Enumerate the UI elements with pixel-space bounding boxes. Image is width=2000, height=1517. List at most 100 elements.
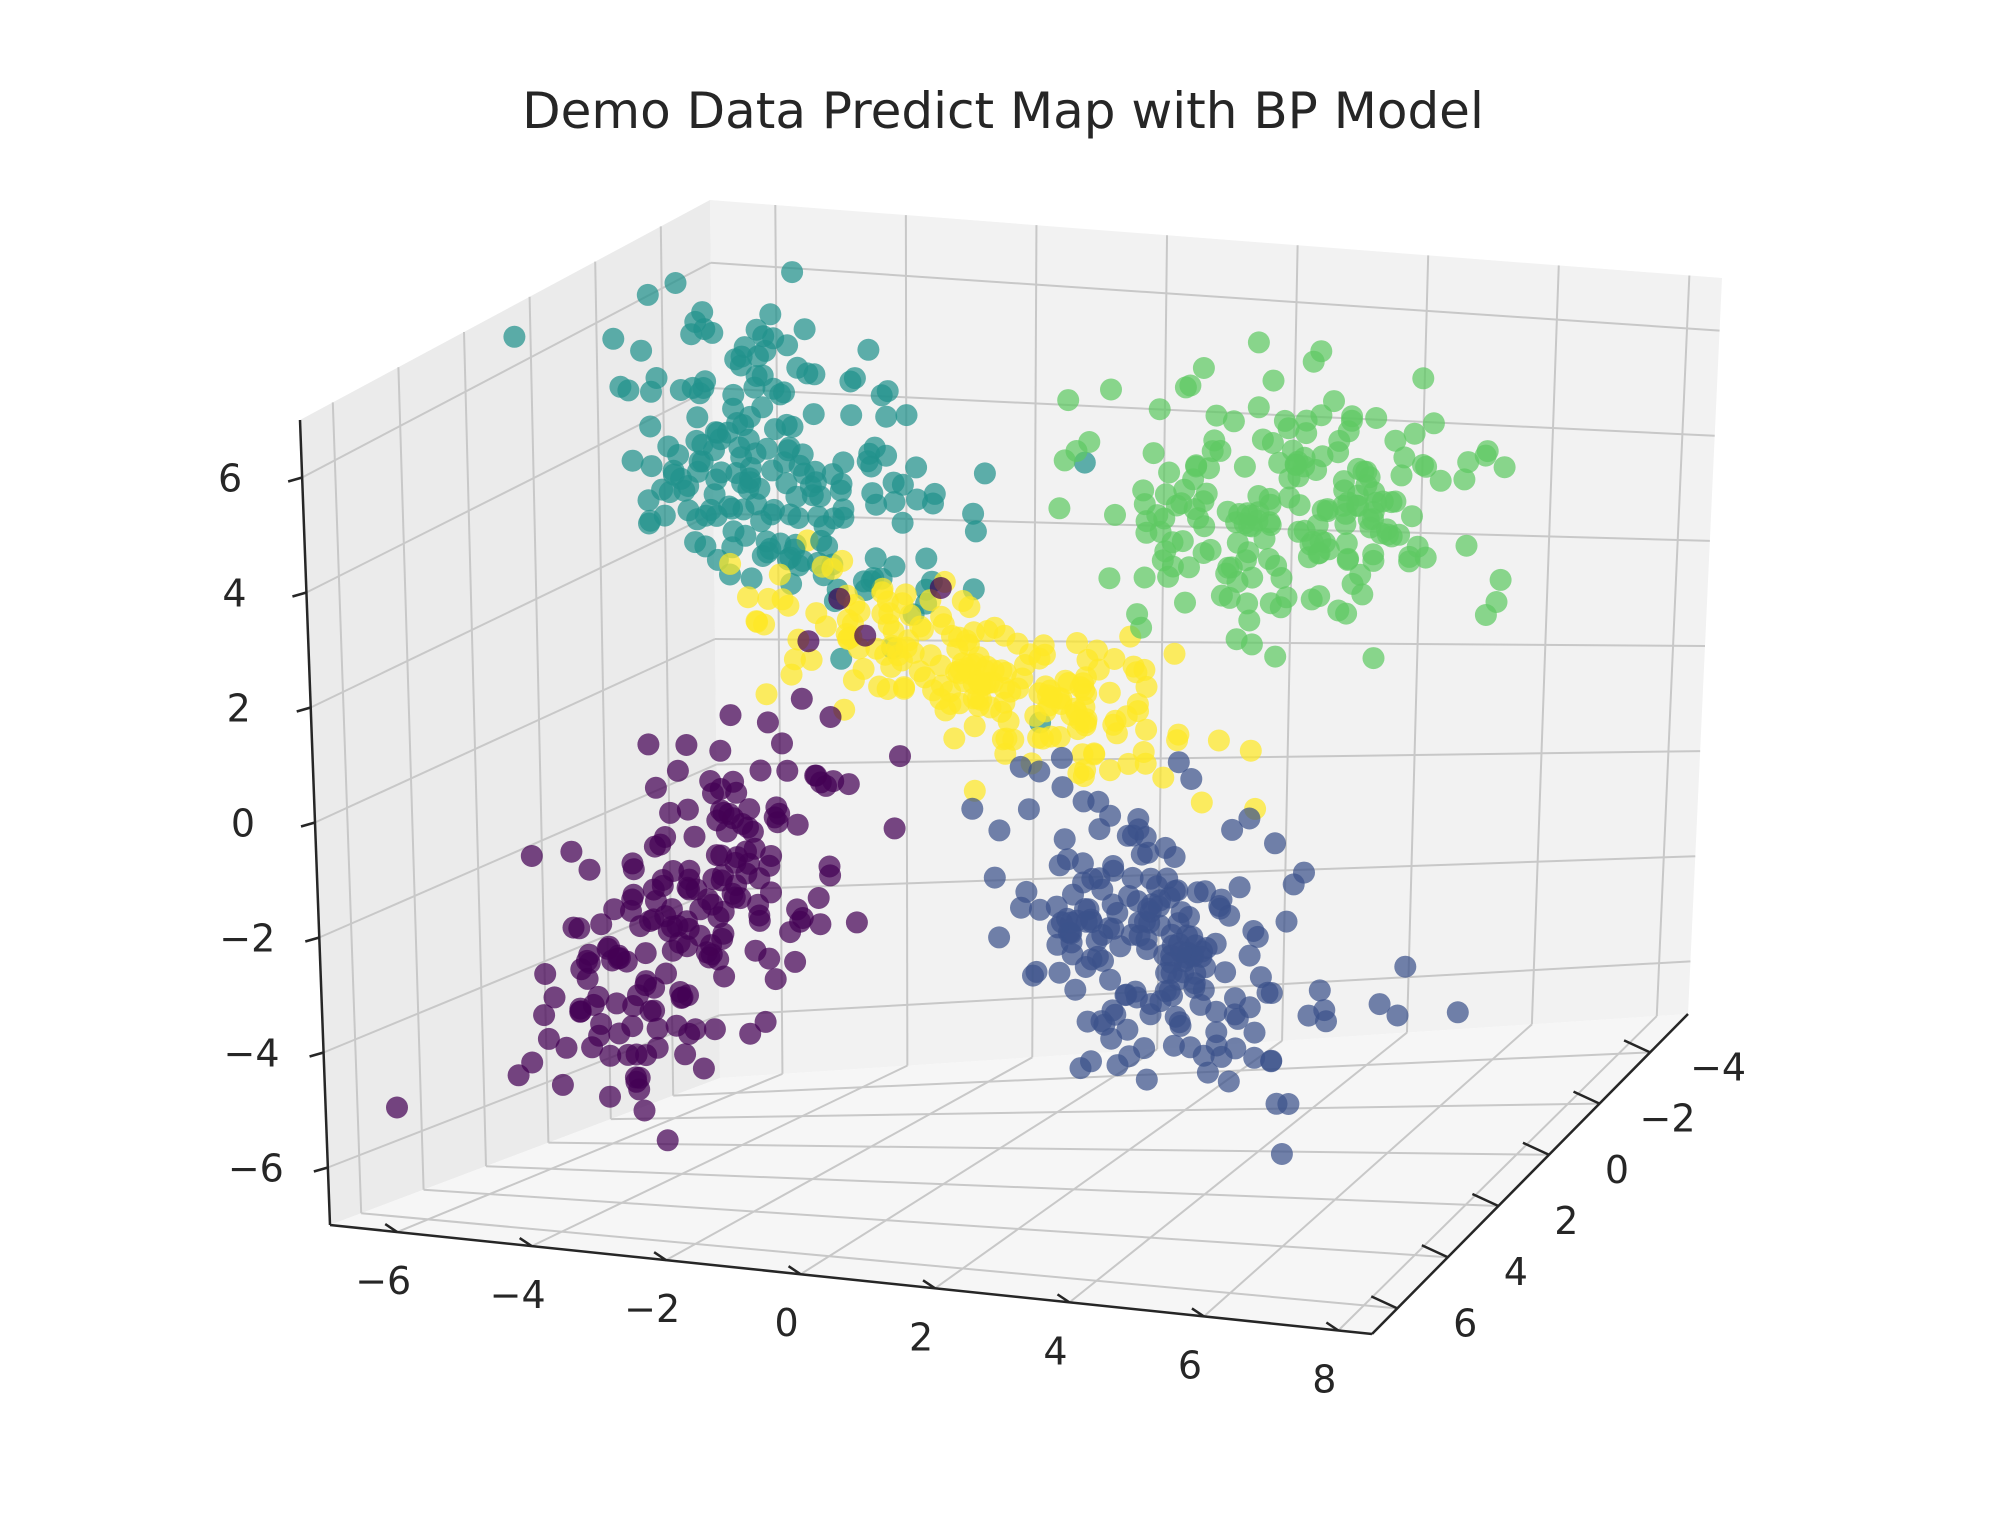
data-point-green — [1288, 494, 1311, 517]
data-point-teal — [895, 404, 918, 427]
data-point-blue — [1045, 895, 1068, 918]
data-point-teal — [621, 449, 644, 472]
data-point-blue — [1050, 746, 1073, 769]
data-point-green — [1278, 467, 1301, 490]
z-tick — [287, 476, 303, 483]
z-tick — [313, 1166, 329, 1173]
data-point-teal — [640, 455, 663, 478]
data-point-purple — [655, 962, 677, 985]
data-point-purple — [555, 1036, 578, 1059]
y-tick-label: −2 — [1640, 1097, 1696, 1141]
data-point-teal — [706, 421, 729, 444]
data-point-yellow — [1011, 667, 1034, 690]
data-point-purple — [707, 948, 730, 971]
data-point-green — [1388, 523, 1411, 546]
data-point-blue — [1115, 983, 1138, 1006]
data-point-yellow — [1054, 669, 1077, 692]
data-point-yellow — [1104, 709, 1127, 732]
data-point-blue — [1192, 1044, 1215, 1067]
data-point-teal — [503, 325, 526, 348]
data-point-purple — [784, 950, 807, 973]
data-point-purple — [776, 759, 799, 782]
data-point-teal — [762, 327, 785, 350]
data-point-teal — [822, 507, 845, 530]
data-point-yellow — [877, 613, 900, 636]
data-point-purple — [599, 1085, 621, 1108]
data-point-blue — [1072, 790, 1095, 813]
data-point-yellow — [930, 605, 953, 628]
data-points — [386, 261, 1516, 1165]
grid-line-y — [485, 1165, 1499, 1207]
data-point-yellow — [737, 586, 759, 609]
data-point-blue — [1167, 751, 1190, 774]
x-tick-label: 2 — [909, 1315, 933, 1359]
data-point-purple — [560, 840, 583, 863]
data-point-yellow — [1066, 718, 1089, 741]
data-point-blue — [1315, 1010, 1337, 1033]
data-point-teal — [759, 303, 782, 326]
data-point-green — [1362, 543, 1385, 566]
data-point-yellow — [768, 563, 791, 586]
data-point-purple — [533, 1004, 556, 1027]
data-point-purple — [837, 773, 860, 796]
data-point-yellow — [783, 648, 806, 671]
data-point-blue — [1015, 880, 1038, 903]
tick-marks — [287, 476, 1651, 1332]
data-point-blue — [1028, 898, 1051, 921]
y-tick — [1623, 1039, 1651, 1054]
data-point-blue — [988, 819, 1011, 842]
data-point-green — [1270, 567, 1293, 589]
data-point-green — [1203, 429, 1226, 452]
data-point-green — [1390, 464, 1413, 487]
data-point-purple — [634, 942, 657, 965]
data-point-green — [1161, 555, 1184, 578]
data-point-green — [1493, 456, 1516, 479]
grid-line-y — [423, 1188, 1448, 1259]
data-point-green — [1053, 449, 1076, 472]
data-point-green — [1340, 409, 1363, 432]
data-point-purple — [644, 776, 667, 799]
data-point-blue — [1190, 945, 1213, 968]
data-point-yellow — [1098, 681, 1121, 704]
data-point-green — [1098, 567, 1121, 590]
data-point-blue — [1122, 824, 1144, 847]
data-point-purple — [756, 711, 779, 734]
data-point-blue — [1139, 993, 1162, 1015]
data-point-blue — [1064, 978, 1087, 1001]
data-point-blue — [1260, 1049, 1283, 1072]
data-point-teal — [710, 461, 733, 484]
data-point-teal — [602, 327, 625, 350]
data-point-purple — [678, 1022, 701, 1045]
data-point-purple — [599, 1044, 622, 1067]
grid-line-x — [1337, 1015, 1658, 1332]
data-point-blue — [1238, 944, 1261, 967]
data-point-teal — [745, 365, 768, 387]
data-point-teal — [964, 520, 987, 543]
data-point-green — [1135, 521, 1158, 544]
data-point-green — [1195, 482, 1218, 505]
data-point-blue — [1217, 1070, 1240, 1093]
data-point-purple — [659, 801, 682, 824]
y-tick — [1522, 1141, 1550, 1156]
y-tick — [1421, 1244, 1449, 1259]
data-point-purple — [645, 890, 667, 913]
grid-line-x — [1068, 1031, 1408, 1304]
data-point-green — [1148, 398, 1171, 421]
data-point-blue — [1098, 917, 1120, 940]
data-point-purple — [760, 845, 783, 867]
data-point-green — [1264, 645, 1287, 668]
data-point-yellow — [1239, 739, 1262, 762]
data-point-green — [1380, 491, 1403, 514]
y-tick — [1370, 1295, 1398, 1310]
data-point-green — [1308, 585, 1331, 608]
data-point-blue — [1075, 910, 1098, 933]
data-point-blue — [1056, 848, 1079, 871]
grid-line-y — [610, 1102, 1600, 1121]
data-point-purple — [749, 759, 772, 782]
data-point-yellow — [1126, 693, 1149, 715]
data-point-teal — [645, 367, 668, 389]
data-point-green — [1187, 507, 1209, 530]
data-point-teal — [801, 484, 824, 507]
grid-line-x — [396, 1072, 783, 1233]
data-point-teal — [692, 377, 715, 399]
